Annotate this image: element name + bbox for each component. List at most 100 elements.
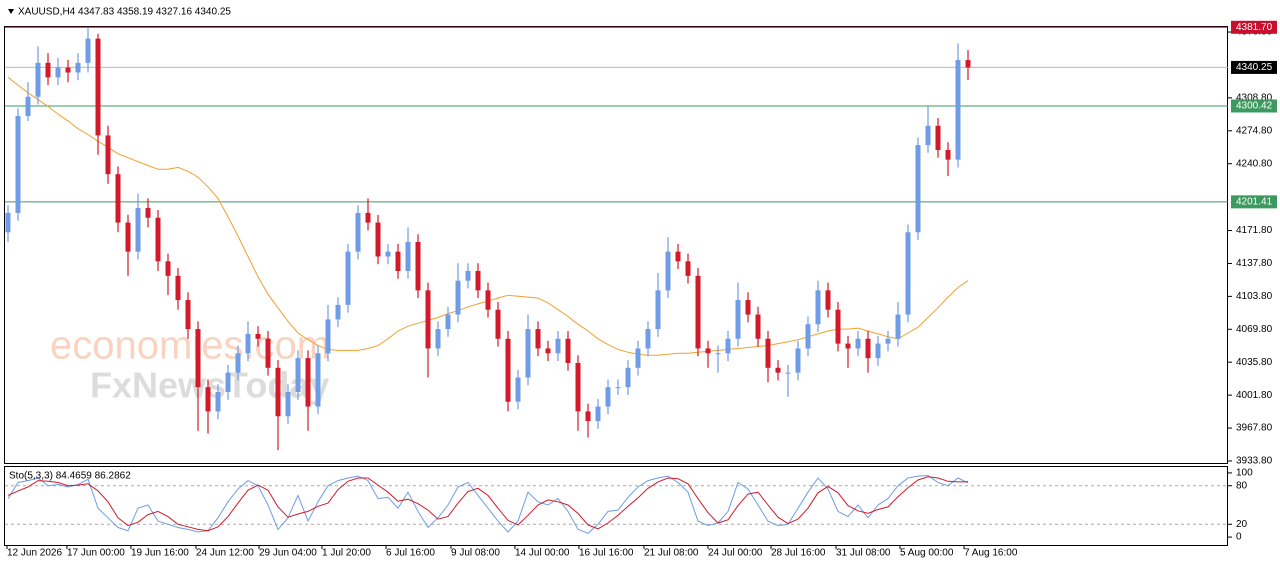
level-label-box (1231, 20, 1277, 34)
candle-body (65, 67, 71, 73)
candle-body (825, 290, 831, 310)
candle-body (565, 338, 571, 363)
candle-body (715, 353, 721, 355)
candle-body (395, 251, 401, 271)
candle-body (35, 62, 41, 97)
candle-body (95, 38, 101, 136)
candle-body (405, 241, 411, 271)
oscillator-line (7, 474, 969, 534)
y-tick-label: 4137.80 (1236, 258, 1273, 269)
y-tick-label: 4308.80 (1236, 93, 1273, 104)
y-tick-label: 100 (1236, 468, 1253, 479)
y-tick-label: 20 (1236, 519, 1248, 530)
x-tick-label: 12 Jun 2026 (7, 548, 62, 559)
candle-body (485, 290, 491, 310)
candle-body (915, 145, 921, 233)
candle-body (835, 309, 841, 344)
y-tick-label: 4103.80 (1236, 291, 1273, 302)
y-tick-label: 4069.80 (1236, 324, 1273, 335)
oscillator-line (7, 476, 969, 532)
watermark: economies.com (50, 324, 330, 368)
candle-body (155, 217, 161, 262)
candle-body (605, 387, 611, 407)
candle-body (135, 208, 141, 252)
candle-body (875, 343, 881, 359)
candle-body (235, 353, 241, 373)
y-tick-label: 80 (1236, 480, 1248, 491)
candle-body (275, 367, 281, 417)
candle-body (645, 329, 651, 349)
candle-body (855, 338, 861, 349)
candle-body (955, 60, 961, 160)
level-label: 4201.41 (1236, 196, 1273, 207)
level-label: 4300.42 (1236, 101, 1273, 112)
x-tick-label: 5 Aug 00:00 (900, 548, 954, 559)
chart-title: XAUUSD,H4 4347.83 4358.19 4327.16 4340.2… (18, 7, 231, 18)
x-tick-label: 6 Jul 16:00 (386, 548, 435, 559)
candle-body (745, 300, 751, 315)
candle-body (225, 372, 231, 393)
candle-body (615, 387, 621, 389)
level-label: 4340.25 (1236, 62, 1273, 73)
candle-body (15, 116, 21, 213)
candle-body (935, 125, 941, 150)
candle-body (285, 392, 291, 417)
candle-body (355, 212, 361, 252)
y-tick-label: 0 (1236, 532, 1242, 543)
y-tick-label: 3967.80 (1236, 423, 1273, 434)
candle-body (105, 135, 111, 175)
candle-body (85, 38, 91, 63)
candle-body (815, 290, 821, 325)
y-tick-label: 4240.80 (1236, 158, 1273, 169)
candle-body (45, 62, 51, 78)
candle-body (695, 275, 701, 349)
candle-body (925, 125, 931, 146)
candle-body (735, 300, 741, 339)
candle-body (625, 367, 631, 388)
x-tick-label: 19 Jun 16:00 (131, 548, 189, 559)
candle-body (75, 62, 81, 73)
candle-body (865, 338, 871, 359)
menu-arrow[interactable] (8, 9, 14, 14)
candle-body (305, 358, 311, 407)
candle-body (115, 174, 121, 223)
candle-body (575, 362, 581, 412)
candle-body (5, 212, 11, 233)
candle-body (885, 338, 891, 344)
x-tick-label: 21 Jul 08:00 (644, 548, 699, 559)
candle-body (335, 304, 341, 320)
candle-body (805, 324, 811, 349)
candle-body (255, 333, 261, 339)
candle-body (435, 329, 441, 349)
candle-body (265, 338, 271, 368)
candle-body (965, 60, 971, 68)
x-tick-label: 28 Jul 16:00 (771, 548, 826, 559)
candle-body (665, 251, 671, 291)
candle-body (535, 329, 541, 349)
candle-body (775, 367, 781, 373)
candle-body (415, 241, 421, 291)
x-tick-label: 24 Jun 12:00 (196, 548, 254, 559)
candle-body (215, 392, 221, 412)
candle-body (795, 348, 801, 373)
y-tick-label: 3933.80 (1236, 456, 1273, 467)
candle-body (195, 329, 201, 388)
candle-body (595, 406, 601, 422)
candle-body (55, 67, 61, 78)
candle-body (205, 387, 211, 412)
candle-body (455, 280, 461, 315)
candle-body (585, 411, 591, 422)
x-tick-label: 14 Jul 00:00 (515, 548, 570, 559)
x-tick-label: 9 Jul 08:00 (451, 548, 500, 559)
candle-body (555, 338, 561, 354)
x-tick-label: 17 Jun 00:00 (67, 548, 125, 559)
candle-body (495, 309, 501, 339)
candle-body (515, 377, 521, 402)
oscillator-title: Sto(5,3,3) 84.4659 86.2862 (9, 471, 131, 482)
candle-body (945, 149, 951, 160)
candle-body (315, 353, 321, 407)
x-tick-label: 1 Jul 20:00 (322, 548, 371, 559)
level-label: 4381.70 (1236, 22, 1273, 33)
